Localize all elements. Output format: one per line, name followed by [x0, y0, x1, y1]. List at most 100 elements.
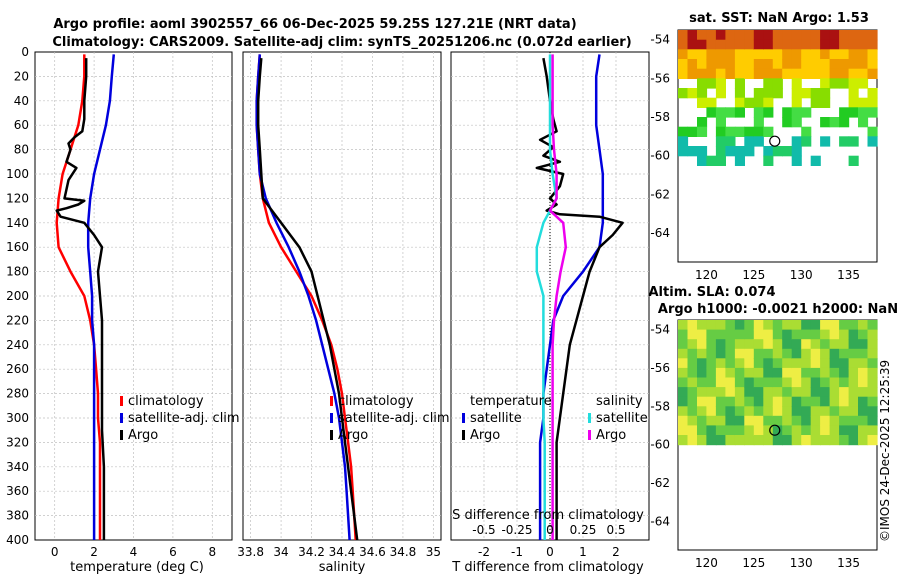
legend-label-climatology: climatology	[338, 394, 414, 409]
map-cell	[820, 39, 831, 50]
map-cell	[839, 435, 850, 446]
map-cell	[725, 107, 736, 118]
map-cell	[782, 406, 793, 417]
map-cell	[753, 406, 764, 417]
map-cell	[810, 329, 821, 340]
map-cell	[697, 88, 708, 99]
map-cell	[697, 39, 708, 50]
map-cell	[744, 59, 755, 70]
sla-map-title-line2: Argo h1000: -0.0021 h2000: NaN	[658, 302, 898, 317]
map-cell	[706, 320, 717, 331]
map-cell	[678, 415, 689, 426]
map-cell	[791, 387, 802, 398]
map-cell	[697, 78, 708, 89]
map-cell	[782, 329, 793, 340]
map-cell	[858, 39, 869, 50]
map-cell	[782, 396, 793, 407]
map-cell	[867, 367, 878, 379]
map-cell	[848, 396, 859, 407]
map-cell	[744, 387, 755, 398]
map-cell	[715, 117, 726, 128]
map-lon-tick: 120	[695, 556, 718, 570]
depth-tick-label: 100	[6, 167, 29, 181]
map-cell	[791, 367, 802, 379]
argo-position-marker	[769, 424, 781, 436]
map-lat-tick: -58	[650, 110, 670, 124]
map-cell	[848, 155, 859, 166]
map-cell	[810, 415, 821, 426]
map-cell	[697, 425, 708, 436]
map-cell	[810, 367, 821, 379]
grid-layer	[35, 52, 649, 540]
map-cell	[687, 126, 698, 137]
salinity-xlabel: salinity	[319, 560, 366, 575]
map-cell	[867, 425, 878, 436]
map-cell	[829, 59, 840, 70]
sla-map-title: Altim. SLA: 0.074	[649, 285, 776, 300]
map-cell	[753, 30, 764, 41]
map-cell	[801, 136, 812, 147]
map-cell	[801, 30, 812, 41]
map-cell	[687, 339, 698, 350]
map-lon-tick: 125	[742, 268, 765, 282]
map-cell	[829, 425, 840, 436]
map-cell	[858, 367, 869, 379]
map-cell	[744, 68, 755, 79]
map-cell	[697, 126, 708, 137]
map-cell	[753, 396, 764, 407]
map-cell	[753, 425, 764, 436]
map-cell	[763, 49, 774, 60]
map-cell	[820, 97, 831, 108]
map-cell	[734, 435, 745, 446]
map-cell	[858, 396, 869, 407]
map-cell	[839, 136, 850, 147]
map-cell	[801, 377, 812, 388]
map-cell	[858, 339, 869, 350]
map-cell	[744, 49, 755, 60]
argo-position-marker	[769, 135, 781, 147]
map-cell	[801, 126, 812, 137]
map-cell	[763, 39, 774, 50]
map-cell	[734, 339, 745, 350]
map-cell	[706, 406, 717, 417]
map-cell	[697, 367, 708, 379]
map-cell	[715, 30, 726, 41]
map-cell	[763, 68, 774, 79]
map-cell	[829, 435, 840, 446]
map-cell	[753, 358, 764, 369]
map-cell	[839, 107, 850, 118]
map-cell	[744, 339, 755, 350]
map-cell	[734, 367, 745, 379]
map-cell	[820, 68, 831, 79]
map-cell	[848, 377, 859, 388]
map-cell	[829, 78, 840, 89]
map-cell	[810, 435, 821, 446]
map-cell	[782, 367, 793, 379]
legend-swatch-satellite	[330, 413, 333, 423]
map-cell	[782, 339, 793, 350]
map-cell	[848, 415, 859, 426]
x-tick-label: 34.4	[329, 545, 356, 559]
map-cell	[744, 30, 755, 41]
map-cell	[725, 435, 736, 446]
map-cell	[801, 435, 812, 446]
map-cell	[829, 339, 840, 350]
map-cell	[706, 30, 717, 41]
map-cell	[801, 425, 812, 436]
map-cell	[678, 377, 689, 388]
map-cell	[753, 49, 764, 60]
map-cell	[829, 377, 840, 388]
map-cell	[820, 387, 831, 398]
map-cell	[839, 339, 850, 350]
map-cell	[706, 68, 717, 79]
map-cell	[858, 377, 869, 388]
map-cell	[791, 59, 802, 70]
sla-map	[677, 319, 878, 551]
x-tick-label: 6	[169, 545, 177, 559]
map-cell	[791, 88, 802, 99]
map-cell	[801, 39, 812, 50]
map-cell	[820, 30, 831, 41]
map-cell	[725, 329, 736, 340]
map-cell	[848, 425, 859, 436]
figure-title-line2: Climatology: CARS2009. Satellite-adj cli…	[52, 35, 631, 50]
